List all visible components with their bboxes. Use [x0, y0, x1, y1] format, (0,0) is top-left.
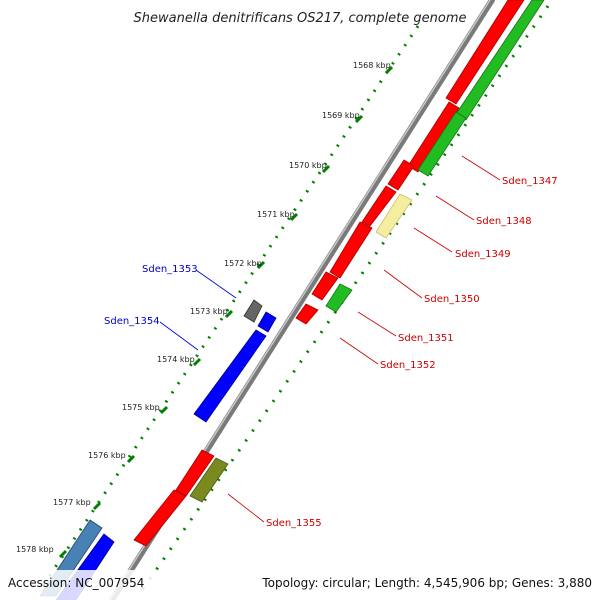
forward-strand-genes [133, 0, 545, 547]
gene-feature-gray-1353[interactable] [243, 299, 263, 323]
gene-feature-red-4[interactable] [329, 221, 373, 279]
tick-1572 [256, 260, 266, 270]
tick-label-1572: 1572 kbp [224, 259, 262, 268]
gene-feature-red-8[interactable] [133, 489, 187, 547]
gene-label-sden-1351[interactable]: Sden_1351 [398, 333, 454, 344]
ruler-tick-labels: 1568 kbp 1569 kbp 1570 kbp 1571 kbp 1572… [16, 61, 391, 554]
callout-line-1353 [195, 269, 237, 299]
tick-1574 [192, 357, 202, 367]
gene-feature-blue-1354[interactable] [193, 329, 267, 423]
tick-label-1571: 1571 kbp [257, 210, 295, 219]
accession-text: Accession: NC_007954 [8, 576, 144, 590]
tick-label-1577: 1577 kbp [53, 498, 91, 507]
gene-label-sden-1348[interactable]: Sden_1348 [476, 216, 532, 227]
gene-label-sden-1349[interactable]: Sden_1349 [455, 249, 511, 260]
callout-line-1355 [227, 493, 265, 523]
gene-feature-red-1[interactable] [407, 101, 460, 173]
gene-feature-red-3[interactable] [361, 185, 397, 227]
tick-label-1573: 1573 kbp [190, 307, 228, 316]
callout-line-1347 [461, 155, 501, 181]
tick-1576 [126, 454, 136, 464]
gene-feature-yellow-1349[interactable] [375, 193, 413, 239]
gene-feature-red-6[interactable] [295, 303, 319, 325]
callout-line-1349 [413, 227, 453, 253]
gene-labels: Sden_1347 Sden_1348 Sden_1349 Sden_1350 … [104, 176, 558, 529]
tick-1577 [92, 501, 102, 511]
tick-1573 [224, 309, 234, 319]
gene-label-sden-1350[interactable]: Sden_1350 [424, 294, 480, 305]
map-title: Shewanella denitrificans OS217, complete… [134, 11, 467, 26]
callout-line-1351 [357, 311, 397, 337]
callout-line-1350 [383, 269, 423, 299]
callout-line-1354 [159, 321, 199, 351]
ruler-ticks [58, 65, 394, 559]
tick-label-1569: 1569 kbp [322, 111, 360, 120]
gene-feature-olive-1355[interactable] [189, 457, 229, 503]
genome-summary-text: Topology: circular; Length: 4,545,906 bp… [261, 576, 592, 590]
tick-1575 [159, 405, 169, 415]
gene-feature-blue-small[interactable] [257, 311, 277, 333]
tick-1578 [58, 549, 68, 559]
tick-1571 [289, 212, 299, 222]
footer-backdrop [0, 570, 600, 600]
gene-label-sden-1355[interactable]: Sden_1355 [266, 518, 322, 529]
tick-label-1578: 1578 kbp [16, 545, 54, 554]
tick-label-1574: 1574 kbp [157, 355, 195, 364]
gene-label-sden-1354[interactable]: Sden_1354 [104, 316, 160, 327]
gene-feature-green-top[interactable] [455, 0, 545, 121]
gene-feature-red-5[interactable] [311, 271, 339, 301]
tick-1569 [354, 114, 364, 124]
tick-label-1575: 1575 kbp [122, 403, 160, 412]
gene-label-sden-1352[interactable]: Sden_1352 [380, 360, 436, 371]
gene-feature-red-top[interactable] [445, 0, 525, 105]
gene-feature-green-1347[interactable] [417, 111, 467, 177]
tick-1570 [321, 164, 331, 174]
gene-feature-red-2[interactable] [387, 159, 415, 191]
tick-label-1576: 1576 kbp [88, 451, 126, 460]
gene-feature-green-1351[interactable] [325, 283, 353, 313]
tick-label-1568: 1568 kbp [353, 61, 391, 70]
tick-label-1570: 1570 kbp [289, 161, 327, 170]
gene-label-sden-1353[interactable]: Sden_1353 [142, 264, 198, 275]
tick-1568 [384, 65, 394, 75]
callout-lines [159, 155, 501, 523]
callout-line-1352 [339, 337, 379, 365]
gene-label-sden-1347[interactable]: Sden_1347 [502, 176, 558, 187]
callout-line-1348 [435, 195, 475, 221]
